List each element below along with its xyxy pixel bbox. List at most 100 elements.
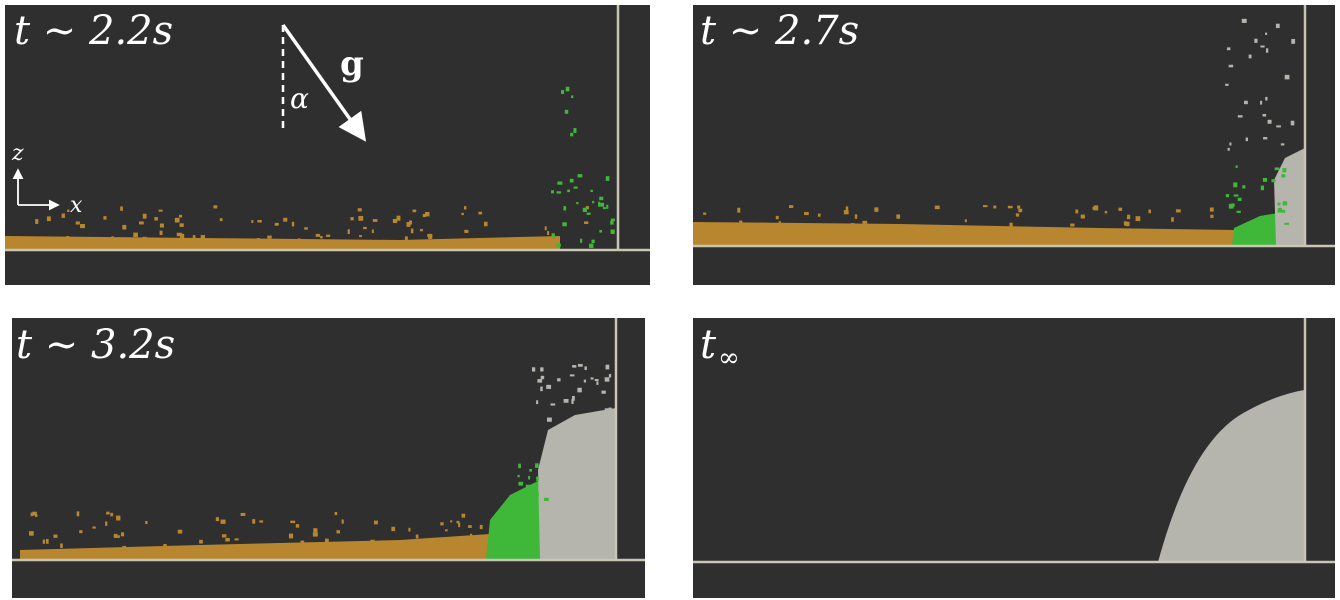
particle	[1249, 55, 1252, 59]
particle	[1237, 211, 1241, 213]
particle	[1105, 211, 1107, 213]
particle	[584, 366, 586, 370]
particle	[571, 399, 573, 404]
particle	[1229, 204, 1234, 209]
particle	[46, 539, 49, 544]
particle	[935, 206, 940, 210]
particle	[180, 223, 184, 227]
particle	[606, 365, 610, 370]
particle	[528, 476, 530, 480]
particle	[818, 214, 821, 217]
particle	[159, 210, 163, 212]
particle	[412, 210, 416, 213]
particle	[739, 221, 742, 224]
particle	[62, 214, 65, 218]
particle	[1242, 19, 1247, 23]
particle	[1263, 114, 1267, 117]
particle	[145, 521, 147, 524]
particle	[563, 206, 566, 210]
particle	[580, 239, 582, 243]
particle	[595, 379, 599, 381]
particle	[143, 214, 147, 219]
particle	[235, 538, 239, 540]
particle	[1081, 215, 1085, 219]
particle	[373, 219, 378, 222]
particle	[43, 540, 45, 544]
particle	[154, 217, 157, 220]
particle	[480, 525, 483, 529]
particle	[576, 202, 578, 204]
particle	[605, 377, 610, 381]
particle	[80, 224, 85, 228]
particle	[737, 208, 740, 213]
particle	[536, 477, 539, 482]
particle	[325, 539, 329, 543]
particle	[304, 227, 308, 229]
particle	[596, 381, 598, 385]
particle	[552, 233, 555, 238]
particle	[551, 403, 556, 405]
angle-label: α	[290, 82, 309, 115]
particle	[993, 206, 996, 209]
particle	[1263, 137, 1267, 139]
particle	[703, 213, 706, 215]
particle	[348, 229, 350, 234]
particle	[578, 364, 583, 367]
particle	[393, 219, 397, 223]
particle	[532, 367, 535, 371]
particle	[896, 214, 900, 218]
particle	[142, 237, 146, 240]
particle	[122, 546, 126, 549]
particle	[1268, 120, 1272, 124]
particle	[526, 494, 528, 499]
particle	[1009, 223, 1012, 228]
particle	[611, 229, 615, 233]
particle	[518, 482, 523, 486]
particle	[1236, 165, 1238, 167]
particle	[562, 222, 566, 226]
particle	[333, 545, 337, 548]
particle	[292, 222, 294, 227]
particle	[275, 223, 279, 226]
particle	[433, 240, 437, 243]
particle	[110, 513, 113, 517]
particle	[420, 229, 423, 231]
particle	[1148, 210, 1151, 214]
particle	[574, 187, 578, 189]
particle	[60, 543, 63, 548]
particle	[573, 128, 576, 133]
particle	[570, 179, 574, 183]
particle	[874, 207, 878, 211]
particle	[611, 219, 615, 221]
particle	[358, 216, 363, 221]
particle	[252, 519, 255, 524]
particle	[541, 376, 544, 379]
particle	[592, 240, 595, 243]
particle	[79, 530, 82, 533]
particle	[590, 190, 592, 192]
particle	[32, 512, 37, 516]
particle	[1229, 65, 1234, 68]
particle	[337, 544, 340, 548]
particle	[445, 529, 448, 531]
particle	[105, 521, 107, 525]
particle	[518, 464, 521, 469]
particle	[298, 238, 301, 242]
particle	[557, 378, 560, 381]
particle	[1254, 39, 1257, 43]
particle	[584, 221, 588, 224]
particle	[283, 218, 287, 222]
particle	[111, 236, 114, 241]
particle	[1227, 47, 1230, 50]
particle	[320, 236, 323, 238]
particle	[216, 517, 219, 521]
particle	[259, 520, 263, 522]
particle	[1275, 167, 1280, 170]
particle	[804, 212, 809, 215]
particle	[524, 490, 527, 494]
particle	[139, 221, 144, 224]
particle	[336, 530, 340, 533]
particle	[561, 90, 564, 94]
particle	[1136, 216, 1141, 221]
particle	[851, 223, 855, 228]
